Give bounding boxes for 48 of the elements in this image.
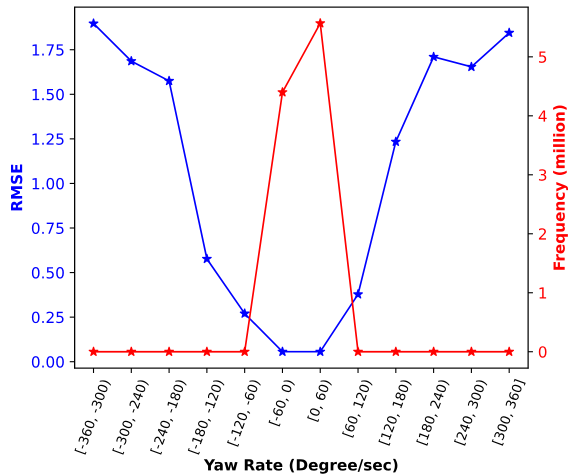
point: [88, 18, 99, 28]
y2-tick-label: 4: [538, 110, 547, 122]
x-tick-label: [300, 360]: [492, 378, 526, 446]
point: [504, 27, 514, 38]
point: [202, 346, 212, 356]
y2-axis-title: Frequency (million): [553, 105, 568, 270]
y2-tick-label: 0: [538, 346, 547, 358]
point: [277, 346, 288, 356]
y-tick-label: 0.00: [32, 356, 64, 368]
y-tick-label: 0.25: [32, 312, 64, 324]
y2-tick-label: 2: [538, 228, 546, 240]
point: [164, 346, 174, 356]
point: [126, 346, 136, 356]
point: [240, 346, 250, 356]
y2-tick-label: 5: [538, 52, 546, 63]
point: [504, 346, 514, 356]
x-tick-label: [180, 240): [416, 378, 450, 446]
point: [88, 346, 99, 356]
y-tick-label: 1.50: [32, 88, 64, 100]
y-axis-title: RMSE: [10, 164, 22, 210]
point: [164, 76, 174, 86]
x-tick-label: [120, 180): [378, 378, 412, 446]
y-tick-label: 1.75: [32, 44, 64, 56]
point: [466, 61, 477, 72]
point: [352, 288, 364, 299]
point: [390, 136, 401, 146]
point: [428, 346, 439, 356]
point: [315, 346, 326, 356]
x-tick-label: [60, 120): [342, 378, 374, 438]
point: [315, 18, 326, 28]
y2-tick-label: 1: [539, 287, 546, 299]
point: [126, 56, 136, 66]
y-tick-label: 0.75: [32, 222, 64, 234]
point: [466, 346, 477, 356]
point: [352, 346, 364, 356]
point: [240, 308, 250, 318]
point: [277, 86, 288, 97]
y-tick-label: 0.50: [32, 267, 64, 279]
point: [202, 253, 212, 264]
point: [428, 51, 439, 62]
x-tick-label: [-60, 0): [268, 378, 296, 426]
x-axis-title: Yaw Rate (Degree/sec): [204, 458, 398, 474]
y-tick-label: 1.00: [32, 178, 64, 190]
y2-tick-label: 3: [538, 169, 546, 181]
y-tick-label: 1.25: [32, 133, 64, 145]
x-tick-label: [0, 60): [307, 378, 332, 422]
x-tick-label: [240, 300): [454, 378, 488, 446]
point: [390, 346, 401, 356]
